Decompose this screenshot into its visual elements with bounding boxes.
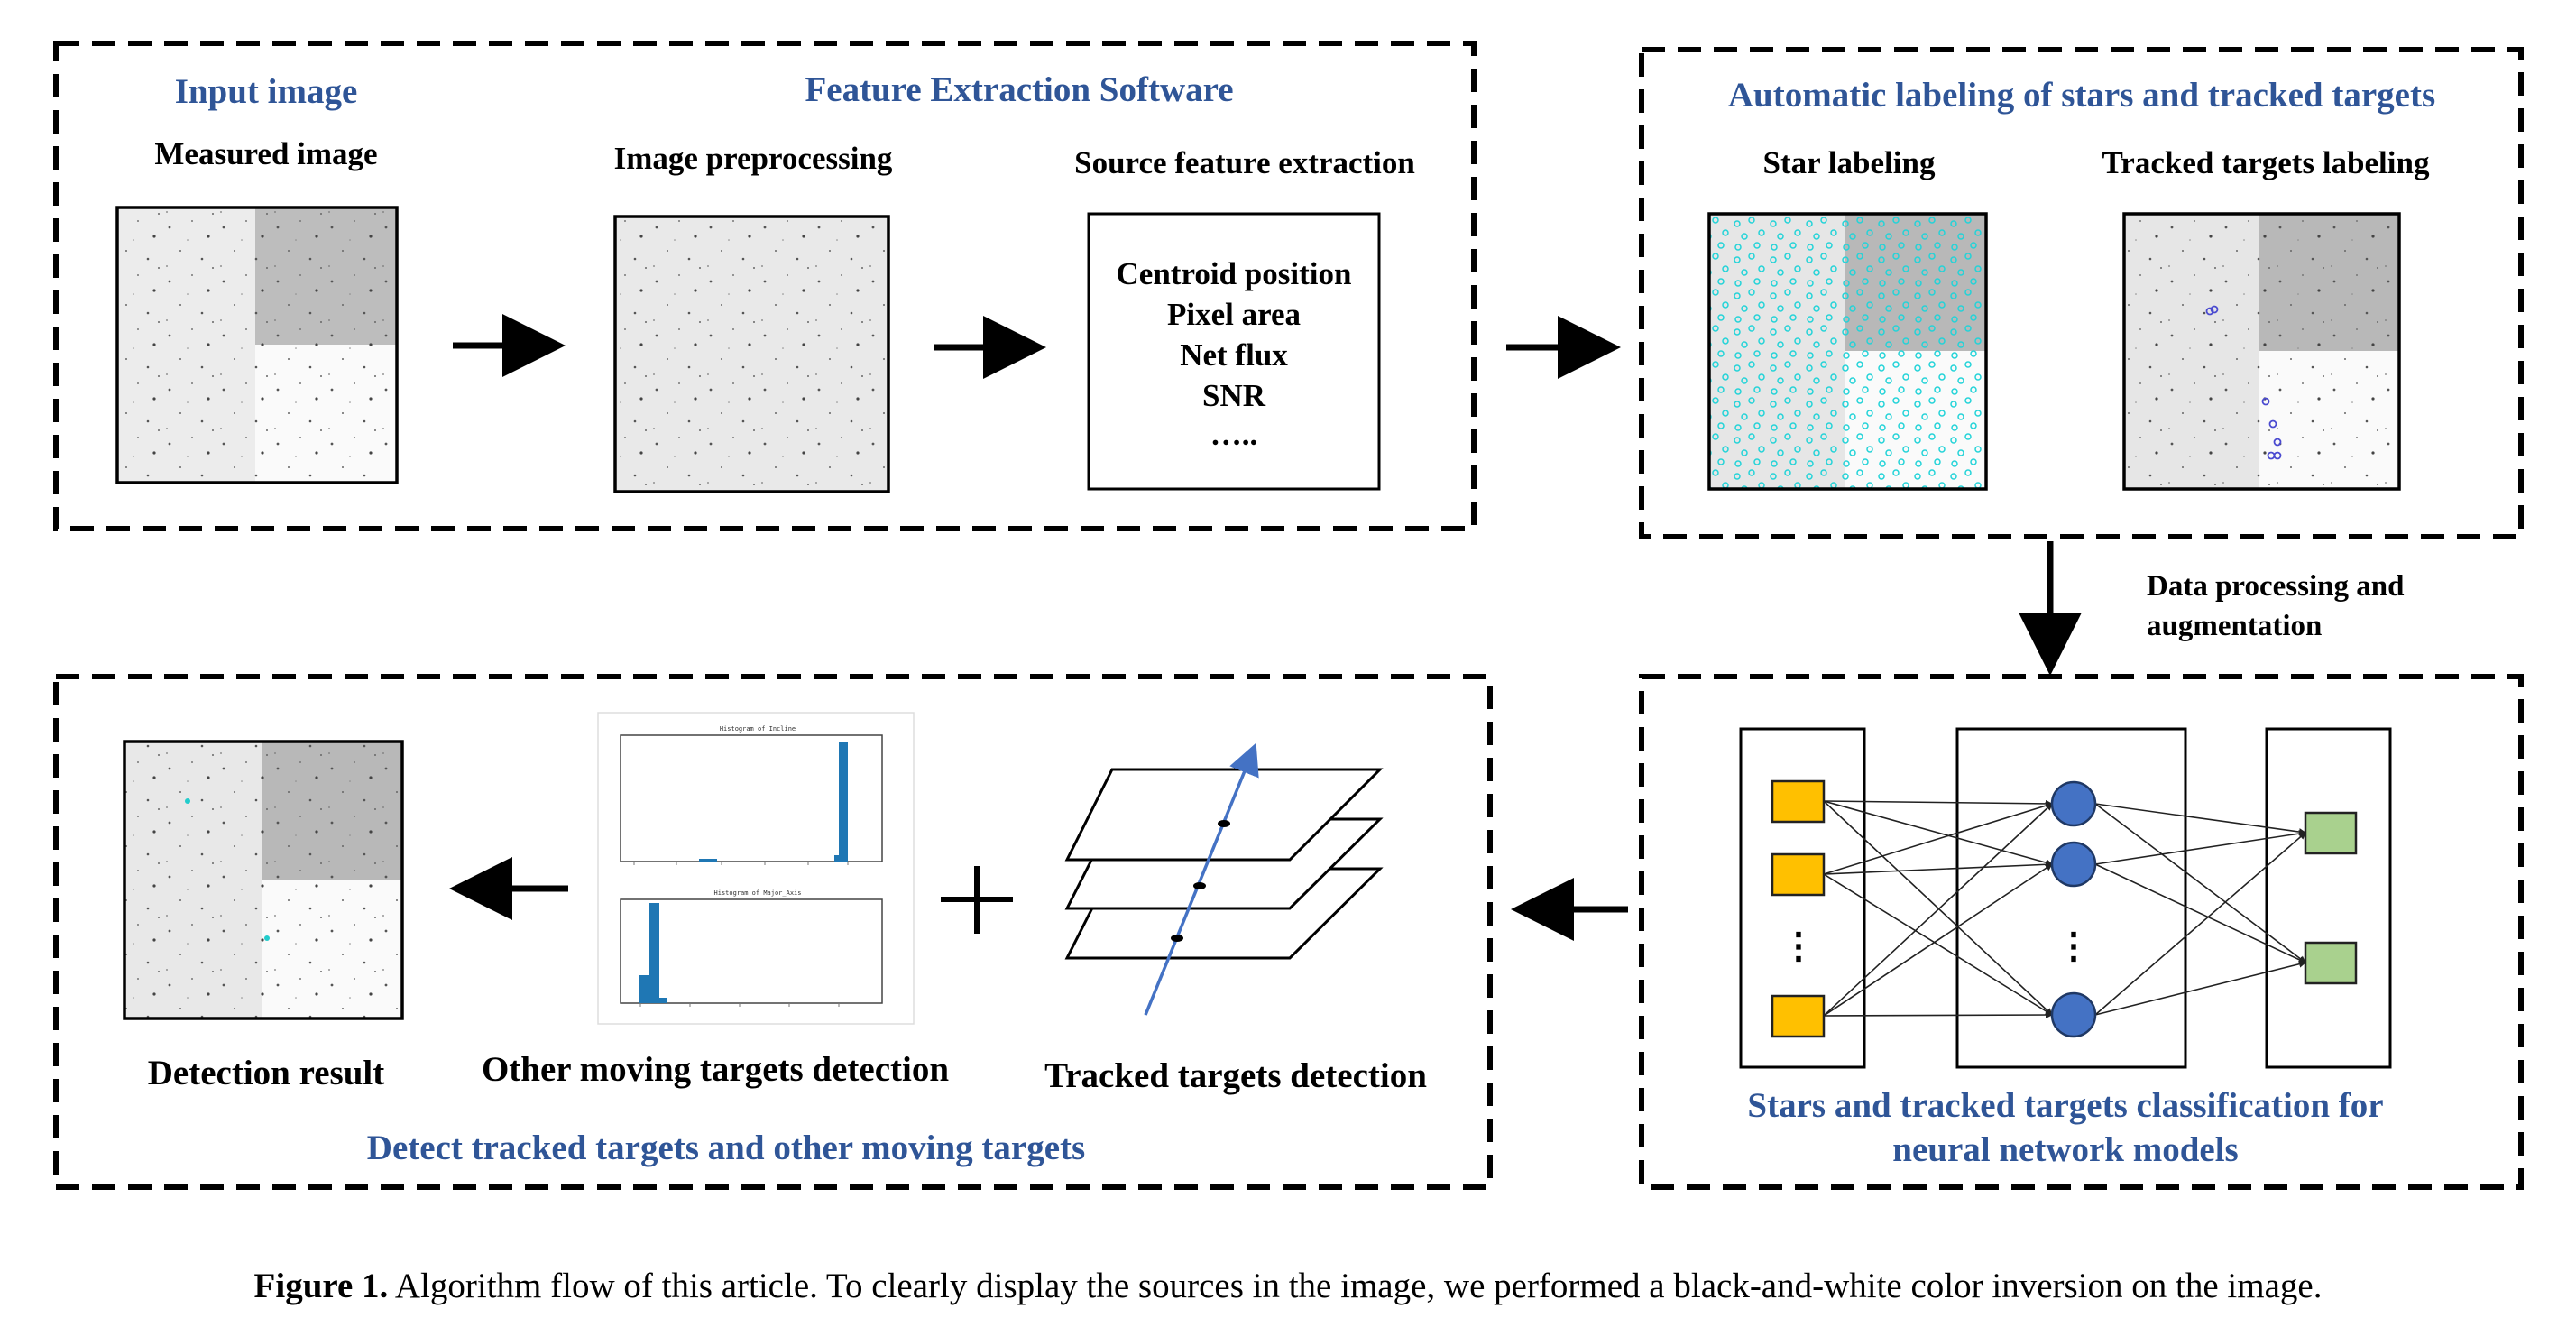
star-labeling-image xyxy=(1707,212,1988,491)
feature-centroid: Centroid position xyxy=(1117,256,1352,291)
hist-bottom-bar-1 xyxy=(649,903,659,1003)
neural-network: ⋮ ⋮ xyxy=(1739,727,2392,1069)
measured-image-label: Measured image xyxy=(154,136,377,171)
hist-top-title: Histogram of Incline xyxy=(720,725,796,733)
feature-ellipsis: ….. xyxy=(1210,417,1258,452)
hidden-dots: ⋮ xyxy=(2056,926,2092,966)
track-point-3 xyxy=(1171,935,1183,942)
preprocessed-image xyxy=(613,215,890,493)
nn-edge-in3-h1 xyxy=(1823,803,2053,1017)
image-preprocessing-label: Image preprocessing xyxy=(614,141,893,176)
feature-snr: SNR xyxy=(1202,378,1266,413)
hist-top-bar-1 xyxy=(839,742,848,862)
tracked-detection-label: Tracked targets detection xyxy=(1044,1056,1427,1095)
nn-edge-in2-h1 xyxy=(1823,802,2053,875)
figure-caption: Figure 1. Algorithm flow of this article… xyxy=(254,1267,2323,1305)
hist-bottom-bar-2 xyxy=(639,975,649,1003)
star-labeling-label: Star labeling xyxy=(1763,145,1936,180)
output-layer-box xyxy=(2265,727,2392,1069)
output-node-2 xyxy=(2304,941,2358,985)
labeling-title: Automatic labeling of stars and tracked … xyxy=(1728,76,2435,115)
hidden-node-1 xyxy=(2050,780,2097,827)
feature-software-title: Feature Extraction Software xyxy=(805,70,1233,109)
nn-edge-in3-h3 xyxy=(1823,1011,2053,1019)
tracked-planes xyxy=(1064,742,1384,1016)
nn-edge-h3-out1 xyxy=(2094,832,2306,1016)
nn-edge-in1-h2 xyxy=(1823,800,2053,866)
nn-edge-in2-h2 xyxy=(1823,861,2053,875)
figure-caption-label: Figure 1. xyxy=(254,1267,389,1305)
classification-title-line1: Stars and tracked targets classification… xyxy=(1747,1086,2383,1125)
output-node-1 xyxy=(2304,811,2358,855)
nn-edge-in3-h2 xyxy=(1823,863,2053,1017)
histogram-panel: Histogram of Incline Histogram of Major_… xyxy=(597,712,915,1025)
feature-extraction-panel xyxy=(53,41,1477,531)
source-feature-label: Source feature extraction xyxy=(1074,145,1415,180)
other-moving-label: Other moving targets detection xyxy=(482,1050,949,1089)
hist-bottom-bar-3 xyxy=(659,998,667,1003)
nn-edge-h2-out1 xyxy=(2094,830,2306,865)
nn-edge-h3-out2 xyxy=(2094,960,2306,1016)
feature-pixel-area: Pixel area xyxy=(1167,297,1301,332)
data-processing-line1: Data processing and xyxy=(2147,570,2404,603)
detection-title: Detect tracked targets and other moving … xyxy=(367,1129,1085,1167)
feature-list-box xyxy=(1087,212,1381,491)
nn-edge-h1-out1 xyxy=(2094,803,2306,836)
track-point-1 xyxy=(1218,820,1230,827)
input-node-2 xyxy=(1771,852,1826,897)
detection-result-image xyxy=(123,740,404,1020)
plus-icon xyxy=(941,866,1013,934)
nn-edge-h2-out2 xyxy=(2094,863,2306,963)
nn-edge-in1-h1 xyxy=(1823,799,2053,807)
data-processing-line2: augmentation xyxy=(2147,610,2322,642)
detection-result-label: Detection result xyxy=(148,1054,384,1092)
classification-panel xyxy=(1639,674,2524,1190)
input-node-1 xyxy=(1771,779,1826,824)
input-dots: ⋮ xyxy=(1780,926,1817,966)
hist-top-bar-2 xyxy=(834,855,839,862)
classification-title-line2: neural network models xyxy=(1892,1130,2239,1169)
labeling-panel xyxy=(1639,47,2524,539)
hist-bottom-title: Histogram of Major_Axis xyxy=(714,889,802,897)
nn-edge-in1-h3 xyxy=(1823,800,2053,1016)
input-image-title: Input image xyxy=(175,72,358,111)
tracked-labeling-image xyxy=(2122,212,2401,491)
hidden-node-2 xyxy=(2050,841,2097,888)
tracked-labeling-label: Tracked targets labeling xyxy=(2102,145,2430,180)
measured-image xyxy=(115,206,399,484)
nn-edge-in2-h3 xyxy=(1823,873,2053,1016)
feature-net-flux: Net flux xyxy=(1180,337,1288,373)
track-point-2 xyxy=(1193,882,1206,889)
hidden-node-3 xyxy=(2050,991,2097,1038)
nn-edge-h1-out2 xyxy=(2094,803,2306,963)
input-node-3 xyxy=(1771,994,1826,1038)
hist-top-bar-3 xyxy=(699,859,717,862)
figure-caption-text: Algorithm flow of this article. To clear… xyxy=(388,1267,2322,1305)
